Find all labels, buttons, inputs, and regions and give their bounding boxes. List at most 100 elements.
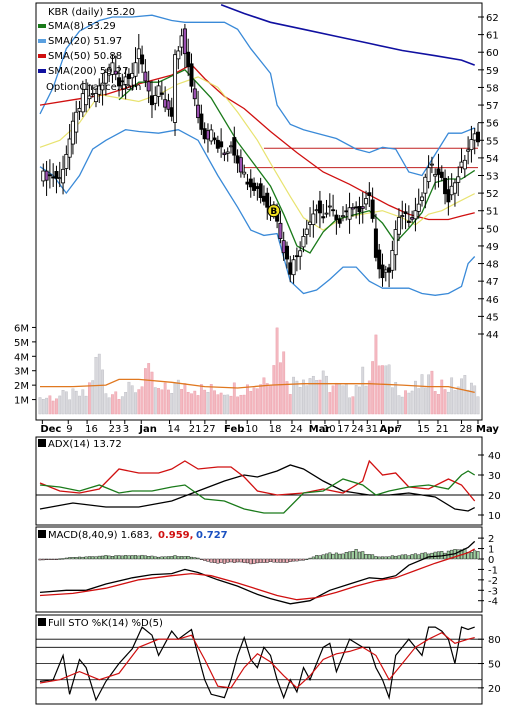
candle-body — [77, 108, 82, 112]
candle-body — [413, 210, 418, 220]
candle-body — [51, 176, 56, 179]
x-tick-label: 10 — [245, 424, 258, 435]
indicator-tick-label: -2 — [488, 576, 498, 587]
candle-body — [426, 167, 431, 183]
macd-histogram-bar — [229, 558, 233, 563]
macd-histogram-bar — [186, 556, 190, 560]
macd-histogram-bar — [331, 553, 335, 560]
volume-bar — [292, 376, 295, 415]
candle-body — [110, 62, 115, 75]
x-tick-label: 24 — [351, 424, 364, 435]
price-tick-label: 48 — [486, 260, 499, 271]
macd-panel: 210-1-2-3-4 MACD(8,40,9) 1.683, 0.959, 0.72… — [35, 526, 498, 613]
macd-series-line — [39, 548, 476, 601]
candle-body — [324, 212, 329, 215]
volume-bar — [163, 382, 167, 415]
volume-bar — [101, 369, 104, 415]
candle-body — [354, 206, 359, 209]
volume-bar — [371, 361, 375, 415]
indicator-tick-label: 20 — [488, 684, 501, 695]
indicator-tick-label: 50 — [488, 660, 501, 671]
macd-histogram-bar — [252, 558, 256, 564]
x-tick-label: 18 — [269, 424, 282, 435]
volume-bar — [150, 371, 154, 415]
macd-histogram-value: 0.727 — [196, 530, 228, 541]
macd-histogram-bar — [321, 554, 325, 560]
volume-bar — [390, 387, 394, 415]
volume-bar — [45, 397, 48, 415]
macd-histogram-bar — [407, 555, 411, 560]
volume-bar — [414, 380, 417, 415]
volume-bar — [209, 384, 213, 415]
adx-series-line — [39, 464, 475, 512]
candle-body — [70, 120, 75, 145]
macd-histogram-bar — [357, 551, 361, 560]
candle-body — [288, 262, 293, 275]
candle-body — [364, 198, 369, 205]
volume-bars — [38, 327, 480, 415]
candle-body — [229, 145, 234, 148]
candle-body — [232, 137, 237, 156]
macd-histogram-bar — [196, 557, 200, 560]
candle-body — [57, 177, 62, 180]
volume-bar — [400, 396, 404, 415]
macd-histogram-bar — [206, 558, 210, 562]
volume-bar — [420, 374, 424, 415]
volume-bar — [232, 382, 236, 415]
x-tick-label: Jan — [138, 424, 157, 435]
macd-histogram-bar — [328, 552, 332, 560]
macd-histogram-bar — [341, 553, 345, 560]
volume-bar — [282, 351, 286, 415]
volume-bar — [288, 394, 292, 415]
macd-histogram-bar — [180, 556, 184, 560]
volume-bar — [417, 388, 421, 415]
adx-series-line — [39, 470, 476, 514]
candle-body — [90, 93, 95, 95]
macd-histogram-bar — [318, 555, 322, 560]
volume-bar — [387, 364, 391, 415]
macd-histogram-bar — [245, 558, 249, 564]
macd-histogram-bar — [84, 556, 88, 560]
volume-bar — [285, 381, 289, 415]
volume-bar — [48, 395, 52, 415]
indicator-tick-label: 1 — [488, 545, 494, 556]
sto-panel-frame — [35, 614, 483, 705]
x-tick-label: 7 — [396, 424, 402, 435]
candle-body — [357, 206, 362, 213]
volume-bar — [440, 379, 444, 415]
volume-bar — [249, 390, 253, 415]
candle-body — [192, 88, 197, 100]
macd-histogram-bar — [58, 558, 62, 560]
volume-bar — [308, 378, 312, 415]
candle-body — [64, 154, 69, 169]
volume-bar — [193, 390, 197, 415]
volume-bar — [298, 387, 302, 415]
macd-histogram-bar — [305, 558, 309, 560]
macd-histogram-bar — [226, 558, 230, 563]
volume-bar — [427, 374, 431, 415]
volume-bar — [377, 365, 381, 415]
candle-body — [202, 128, 207, 140]
candle-body — [163, 99, 168, 108]
candle-body — [166, 100, 171, 110]
volume-bar — [321, 370, 325, 415]
macd-histogram-bar — [68, 557, 72, 560]
macd-histogram-bar — [255, 558, 259, 564]
macd-histogram-bar — [160, 556, 164, 560]
candle-body — [334, 214, 339, 221]
candle-body — [377, 249, 382, 270]
macd-histogram-bar — [150, 555, 154, 560]
price-resistance-lines — [244, 147, 478, 169]
volume-bar — [443, 389, 447, 415]
candle-body — [222, 152, 227, 156]
candle-body — [383, 269, 388, 273]
legend-title: KBR (daily) 55.20 — [48, 7, 135, 18]
legend-source: OptionChance.com — [46, 82, 141, 93]
candle-body — [54, 171, 59, 179]
candle-body — [436, 168, 441, 175]
candle-body — [443, 177, 448, 195]
volume-y-axis: 6M 5M 4M 3M 2M 1M — [14, 323, 36, 407]
macd-histogram-bar — [417, 554, 421, 560]
macd-histogram-bar — [315, 555, 319, 560]
